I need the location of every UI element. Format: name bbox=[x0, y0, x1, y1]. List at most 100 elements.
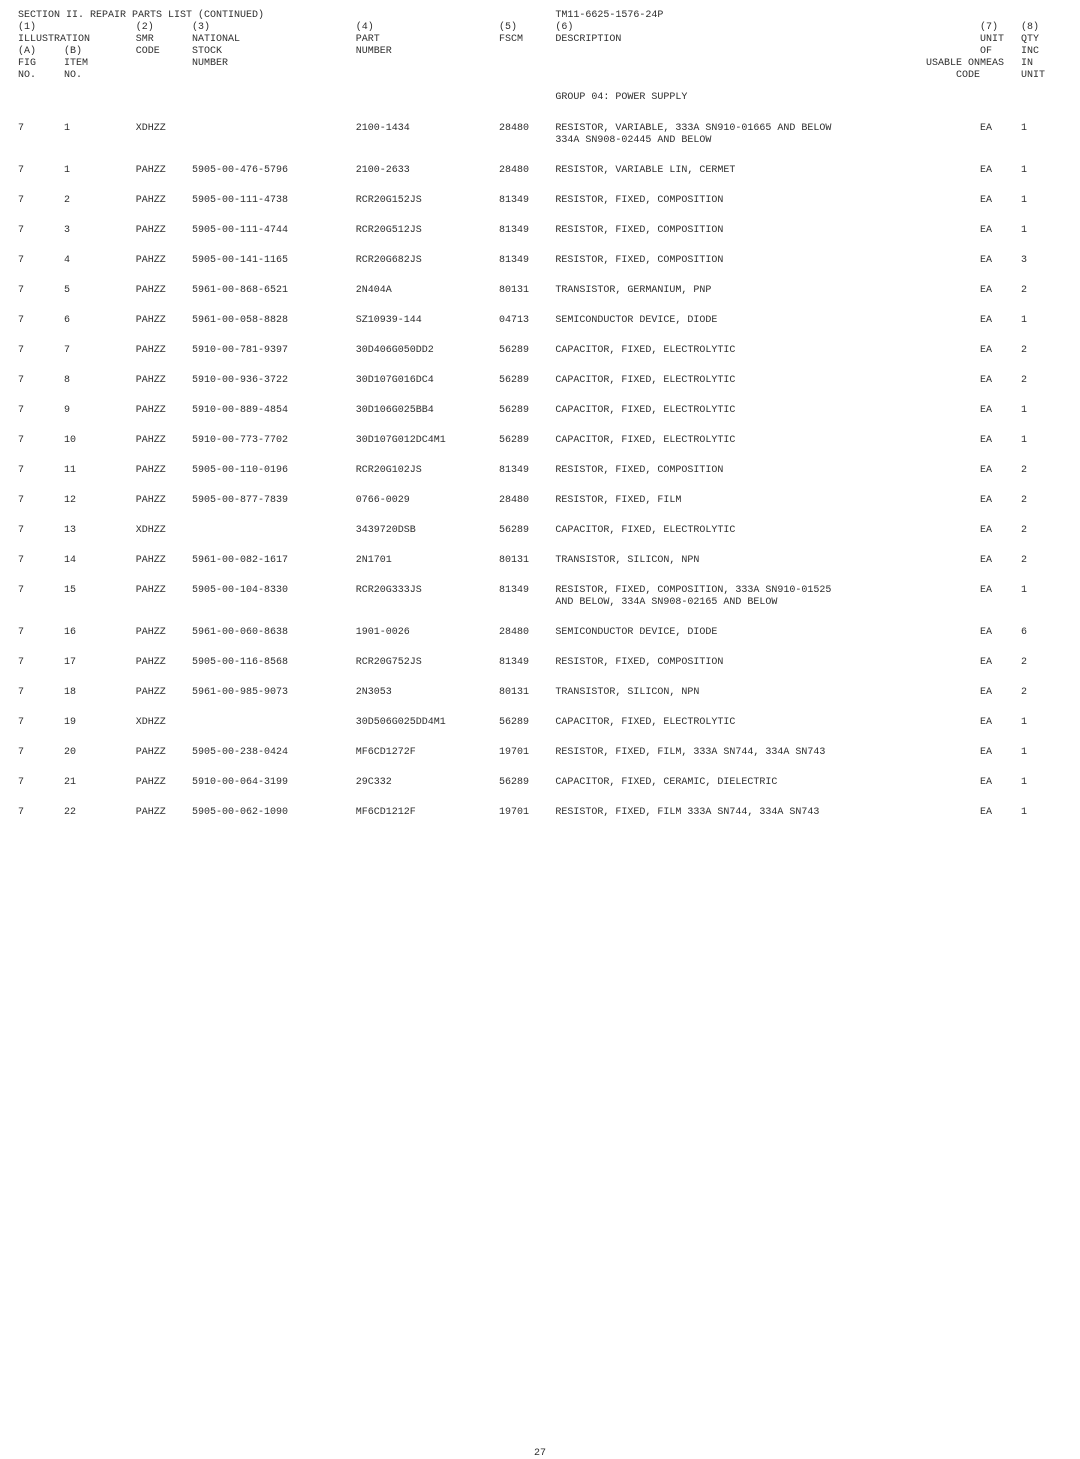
item-cell: 15 bbox=[64, 576, 136, 618]
nsn-cell: 5905-00-116-8568 bbox=[192, 648, 356, 678]
uoc-cell bbox=[919, 546, 980, 576]
col7-l1: DESCRIPTION bbox=[555, 34, 918, 46]
col10-l1: QTY bbox=[1021, 34, 1062, 46]
qty-cell: 1 bbox=[1021, 156, 1062, 186]
um-cell: EA bbox=[980, 114, 1021, 156]
item-cell: 19 bbox=[64, 708, 136, 738]
uoc-cell bbox=[919, 186, 980, 216]
um-cell: EA bbox=[980, 156, 1021, 186]
part-cell: RCR20G152JS bbox=[356, 186, 499, 216]
tm-number: TM11-6625-1576-24P bbox=[555, 10, 1062, 22]
um-cell: EA bbox=[980, 708, 1021, 738]
part-cell: RCR20G333JS bbox=[356, 576, 499, 618]
table-row: 722PAHZZ5905-00-062-1090MF6CD1212F19701R… bbox=[18, 798, 1062, 828]
section-title: SECTION II. REPAIR PARTS LIST (CONTINUED… bbox=[18, 10, 555, 22]
part-cell: 30D406G050DD2 bbox=[356, 336, 499, 366]
nsn-cell: 5910-00-936-3722 bbox=[192, 366, 356, 396]
desc-cell: TRANSISTOR, GERMANIUM, PNP bbox=[555, 276, 918, 306]
part-cell: 30D107G016DC4 bbox=[356, 366, 499, 396]
qty-cell: 1 bbox=[1021, 426, 1062, 456]
smr-cell: PAHZZ bbox=[136, 276, 192, 306]
table-row: 711PAHZZ5905-00-110-0196RCR20G102JS81349… bbox=[18, 456, 1062, 486]
um-cell: EA bbox=[980, 216, 1021, 246]
fig-cell: 7 bbox=[18, 336, 64, 366]
fig-cell: 7 bbox=[18, 618, 64, 648]
uoc-cell bbox=[919, 576, 980, 618]
desc-cell: RESISTOR, VARIABLE, 333A SN910-01665 AND… bbox=[555, 114, 918, 156]
smr-cell: PAHZZ bbox=[136, 486, 192, 516]
desc-cell: TRANSISTOR, SILICON, NPN bbox=[555, 678, 918, 708]
fscm-cell: 56289 bbox=[499, 336, 555, 366]
col10-l2: INC bbox=[1021, 46, 1062, 58]
header-row-l4: NO. NO. CODE UNIT bbox=[18, 70, 1062, 82]
header-row-l2: (A) (B) CODE STOCK NUMBER OF INC bbox=[18, 46, 1062, 58]
fscm-cell: 80131 bbox=[499, 276, 555, 306]
nsn-cell: 5961-00-868-6521 bbox=[192, 276, 356, 306]
smr-cell: PAHZZ bbox=[136, 306, 192, 336]
um-cell: EA bbox=[980, 576, 1021, 618]
col7-num: (7) bbox=[980, 22, 1021, 34]
fig-cell: 7 bbox=[18, 678, 64, 708]
header-row-1: SECTION II. REPAIR PARTS LIST (CONTINUED… bbox=[18, 10, 1062, 22]
fig-cell: 7 bbox=[18, 246, 64, 276]
qty-cell: 2 bbox=[1021, 336, 1062, 366]
part-cell: RCR20G682JS bbox=[356, 246, 499, 276]
smr-cell: PAHZZ bbox=[136, 396, 192, 426]
table-row: 714PAHZZ5961-00-082-16172N170180131TRANS… bbox=[18, 546, 1062, 576]
um-cell: EA bbox=[980, 738, 1021, 768]
nsn-cell: 5905-00-476-5796 bbox=[192, 156, 356, 186]
desc-cell: SEMICONDUCTOR DEVICE, DIODE bbox=[555, 306, 918, 336]
part-cell: 30D506G025DD4M1 bbox=[356, 708, 499, 738]
item-cell: 2 bbox=[64, 186, 136, 216]
fig-cell: 7 bbox=[18, 546, 64, 576]
table-row: 72PAHZZ5905-00-111-4738RCR20G152JS81349R… bbox=[18, 186, 1062, 216]
col1-l1: ILLUSTRATION bbox=[18, 34, 136, 46]
table-row: 78PAHZZ5910-00-936-372230D107G016DC45628… bbox=[18, 366, 1062, 396]
qty-cell: 1 bbox=[1021, 768, 1062, 798]
col1b-l2: NO. bbox=[64, 70, 136, 82]
smr-cell: PAHZZ bbox=[136, 768, 192, 798]
fig-cell: 7 bbox=[18, 456, 64, 486]
table-row: 71PAHZZ5905-00-476-57962100-263328480RES… bbox=[18, 156, 1062, 186]
qty-cell: 1 bbox=[1021, 216, 1062, 246]
nsn-cell bbox=[192, 114, 356, 156]
item-cell: 1 bbox=[64, 156, 136, 186]
um-cell: EA bbox=[980, 306, 1021, 336]
col1a-l2: NO. bbox=[18, 70, 64, 82]
fscm-cell: 80131 bbox=[499, 678, 555, 708]
smr-cell: PAHZZ bbox=[136, 618, 192, 648]
header-row-l3: FIG ITEM NUMBER USABLE ON MEAS IN bbox=[18, 58, 1062, 70]
fscm-cell: 56289 bbox=[499, 708, 555, 738]
table-row: 719XDHZZ30D506G025DD4M156289CAPACITOR, F… bbox=[18, 708, 1062, 738]
um-cell: EA bbox=[980, 516, 1021, 546]
desc-cell: RESISTOR, FIXED, COMPOSITION, 333A SN910… bbox=[555, 576, 918, 618]
header-row-nums: (1) (2) (3) (4) (5) (6) (7) (8) bbox=[18, 22, 1062, 34]
page: SECTION II. REPAIR PARTS LIST (CONTINUED… bbox=[0, 0, 1080, 1459]
part-cell: 1901-0026 bbox=[356, 618, 499, 648]
smr-cell: PAHZZ bbox=[136, 186, 192, 216]
qty-cell: 2 bbox=[1021, 678, 1062, 708]
col1-num: (1) bbox=[18, 22, 64, 34]
part-cell: 2100-2633 bbox=[356, 156, 499, 186]
part-cell: 2N1701 bbox=[356, 546, 499, 576]
fscm-cell: 28480 bbox=[499, 618, 555, 648]
fig-cell: 7 bbox=[18, 768, 64, 798]
fscm-cell: 81349 bbox=[499, 576, 555, 618]
nsn-cell: 5905-00-110-0196 bbox=[192, 456, 356, 486]
table-row: 720PAHZZ5905-00-238-0424MF6CD1272F19701R… bbox=[18, 738, 1062, 768]
col3-l1: SMR bbox=[136, 34, 192, 46]
desc-cell: CAPACITOR, FIXED, ELECTROLYTIC bbox=[555, 336, 918, 366]
col1b-l1: ITEM bbox=[64, 58, 136, 70]
smr-cell: PAHZZ bbox=[136, 738, 192, 768]
fig-cell: 7 bbox=[18, 516, 64, 546]
table-row: 76PAHZZ5961-00-058-8828SZ10939-14404713S… bbox=[18, 306, 1062, 336]
desc-cell: CAPACITOR, FIXED, ELECTROLYTIC bbox=[555, 516, 918, 546]
smr-cell: PAHZZ bbox=[136, 216, 192, 246]
uoc-cell bbox=[919, 426, 980, 456]
uoc-cell bbox=[919, 156, 980, 186]
fscm-cell: 81349 bbox=[499, 456, 555, 486]
part-cell: 3439720DSB bbox=[356, 516, 499, 546]
desc-cell: CAPACITOR, FIXED, ELECTROLYTIC bbox=[555, 366, 918, 396]
fig-cell: 7 bbox=[18, 576, 64, 618]
item-cell: 14 bbox=[64, 546, 136, 576]
